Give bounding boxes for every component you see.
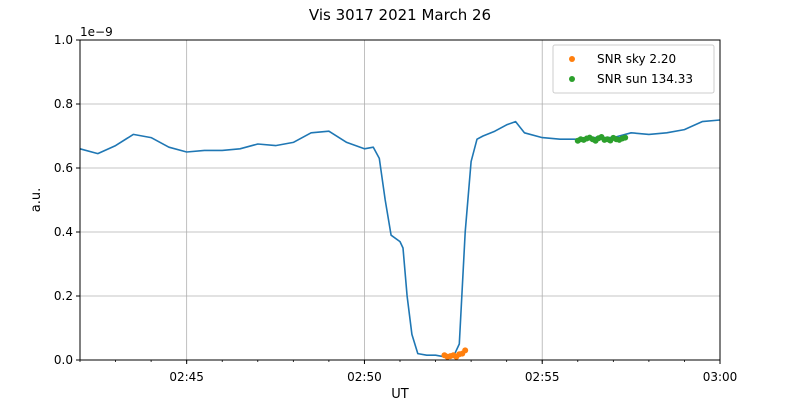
y-tick-label: 0.4 <box>54 225 73 239</box>
series-line <box>79 119 721 358</box>
legend: SNR sky 2.20 SNR sun 134.33 <box>552 44 715 94</box>
x-tick-label: 03:00 <box>703 370 738 384</box>
legend-marker-sun <box>569 76 575 82</box>
x-tick-label: 02:55 <box>525 370 560 384</box>
y-offset-label: 1e−9 <box>80 25 113 39</box>
legend-box <box>552 44 715 94</box>
legend-marker-sky <box>569 56 575 62</box>
x-axis-label: UT <box>391 387 409 400</box>
y-tick-label: 0.8 <box>54 97 73 111</box>
y-tick-label: 0.6 <box>54 161 73 175</box>
scatter-point <box>622 134 629 141</box>
x-tick-label: 02:45 <box>169 370 204 384</box>
scatter-point <box>462 347 469 354</box>
chart-title: Vis 3017 2021 March 26 <box>309 6 491 24</box>
y-tick-label: 0.2 <box>54 289 73 303</box>
plot-frame <box>79 39 721 361</box>
legend-label-sky: SNR sky 2.20 <box>597 52 676 66</box>
y-tick-label: 0.0 <box>54 353 73 367</box>
y-axis: 0.0 0.2 0.4 0.6 0.8 1.0 <box>54 33 80 367</box>
x-axis: 02:45 02:50 02:55 03:00 <box>79 360 738 384</box>
y-axis-label: a.u. <box>29 188 44 212</box>
y-tick-label: 1.0 <box>54 33 73 47</box>
plot-area <box>79 119 721 360</box>
x-tick-label: 02:50 <box>347 370 382 384</box>
legend-label-sun: SNR sun 134.33 <box>597 72 693 86</box>
